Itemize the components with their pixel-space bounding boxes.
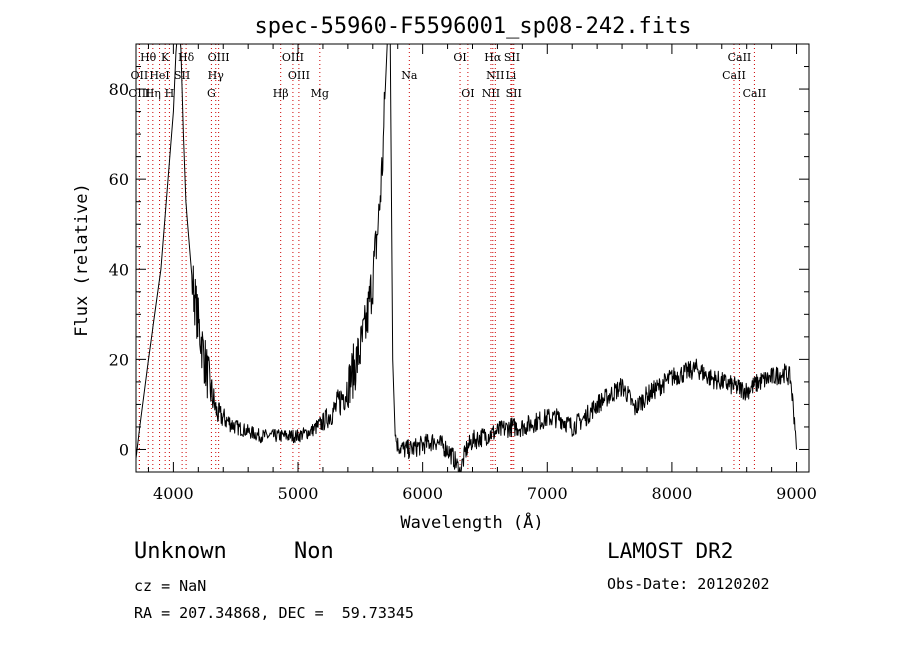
y-tick-label: 20 <box>109 350 129 369</box>
y-axis-label: Flux (relative) <box>72 183 92 337</box>
coordinates: RA = 207.34868, DEC = 59.73345 <box>134 604 414 622</box>
line-label: OIII <box>288 69 310 82</box>
line-label: Hβ <box>273 87 289 100</box>
line-label: OII <box>131 69 149 82</box>
line-label: Hα <box>484 51 502 64</box>
x-tick-label: 9000 <box>776 484 817 503</box>
x-tick-label: 8000 <box>652 484 693 503</box>
line-label: OI <box>453 51 466 64</box>
line-label: SII <box>504 51 520 64</box>
line-label: NII <box>482 87 500 100</box>
line-label: SII <box>174 69 190 82</box>
line-label: K <box>161 51 170 64</box>
object-class: Unknown <box>134 539 227 564</box>
line-label: H <box>165 87 175 100</box>
spectral-line-markers <box>138 44 755 472</box>
line-label: Hθ <box>140 51 157 64</box>
line-label: OIII <box>128 87 150 100</box>
y-tick-label: 40 <box>109 260 129 279</box>
y-axis: 0 20 40 60 80 <box>109 66 809 459</box>
line-label: CaII <box>722 69 746 82</box>
x-tick-label: 6000 <box>402 484 443 503</box>
line-label: CaII <box>728 51 752 64</box>
y-tick-label: 60 <box>109 170 129 189</box>
line-label: OIII <box>282 51 304 64</box>
line-label: NII <box>486 69 504 82</box>
redshift-cz: cz = NaN <box>134 577 207 595</box>
survey-name: LAMOST DR2 <box>607 539 734 563</box>
plot-frame <box>135 43 810 473</box>
line-label: SII <box>506 87 522 100</box>
y-tick-label: 0 <box>119 440 129 459</box>
line-label: Li <box>505 69 516 82</box>
x-axis: 4000 5000 6000 7000 8000 9000 <box>147 44 817 503</box>
line-label: G <box>207 87 216 100</box>
line-label: OIII <box>208 51 230 64</box>
line-label: Hγ <box>208 69 225 82</box>
x-tick-label: 7000 <box>527 484 568 503</box>
y-tick-label: 80 <box>109 80 129 99</box>
x-axis-label: Wavelength (Å) <box>400 511 543 533</box>
line-label: Mg <box>311 87 329 100</box>
object-subclass: Non <box>294 539 334 564</box>
line-label: Hδ <box>178 51 195 64</box>
line-label: OI <box>461 87 474 100</box>
chart-title: spec-55960-F5596001_sp08-242.fits <box>254 14 691 39</box>
obs-date: Obs-Date: 20120202 <box>607 575 770 593</box>
spectrum-layer <box>136 44 797 472</box>
x-tick-label: 5000 <box>278 484 319 503</box>
line-label: CaII <box>743 87 767 100</box>
line-label: Hη <box>145 87 161 100</box>
spectrum-line <box>136 44 797 472</box>
x-tick-label: 4000 <box>153 484 194 503</box>
line-label: HeI <box>149 69 169 82</box>
line-label: Na <box>401 69 418 82</box>
